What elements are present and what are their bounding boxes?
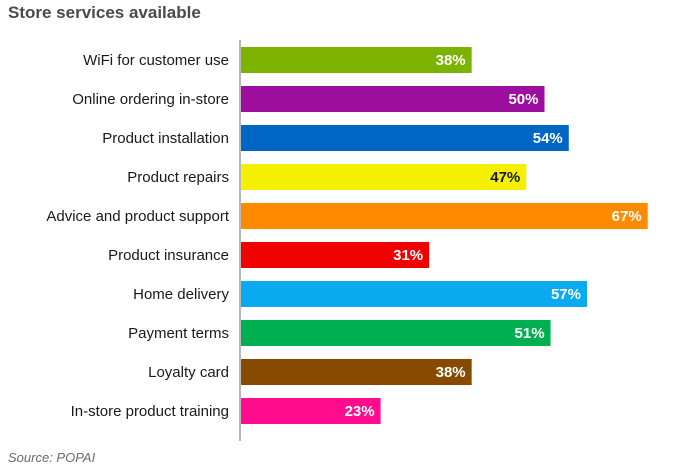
category-label-2: Product installation xyxy=(102,130,229,147)
bar-3 xyxy=(241,164,527,190)
value-label-1: 50% xyxy=(508,91,538,108)
value-label-5: 31% xyxy=(393,247,423,264)
category-label-9: In-store product training xyxy=(71,403,229,420)
category-label-8: Loyalty card xyxy=(148,364,229,381)
bar-0 xyxy=(241,47,472,73)
category-label-0: WiFi for customer use xyxy=(83,52,229,69)
bar-9 xyxy=(241,398,381,424)
value-label-6: 57% xyxy=(551,286,581,303)
category-label-3: Product repairs xyxy=(127,169,229,186)
bar-6 xyxy=(241,281,587,307)
value-label-8: 38% xyxy=(436,364,466,381)
value-label-2: 54% xyxy=(533,130,563,147)
bar-4 xyxy=(241,203,648,229)
category-label-6: Home delivery xyxy=(133,286,229,303)
source-note: Source: POPAI xyxy=(8,450,96,465)
value-label-4: 67% xyxy=(612,208,642,225)
bar-2 xyxy=(241,125,569,151)
category-label-4: Advice and product support xyxy=(46,208,229,225)
bar-1 xyxy=(241,86,545,112)
value-label-0: 38% xyxy=(436,52,466,69)
category-label-7: Payment terms xyxy=(128,325,229,342)
bar-8 xyxy=(241,359,472,385)
value-label-7: 51% xyxy=(515,325,545,342)
value-label-9: 23% xyxy=(345,403,375,420)
chart-title: Store services available xyxy=(8,3,201,22)
category-label-1: Online ordering in-store xyxy=(72,91,229,108)
bar-5 xyxy=(241,242,430,268)
bar-7 xyxy=(241,320,551,346)
value-label-3: 47% xyxy=(490,169,520,186)
bars-group: WiFi for customer use 38% Online ordering … xyxy=(46,47,648,424)
category-label-5: Product insurance xyxy=(108,247,229,264)
